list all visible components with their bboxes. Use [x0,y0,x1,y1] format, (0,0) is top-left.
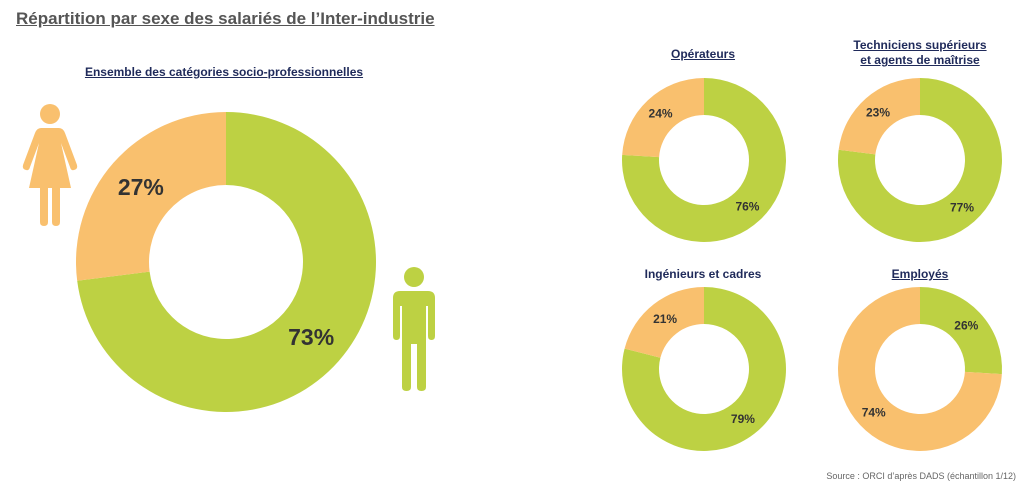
donut-label-0: 76% [735,199,759,213]
donut-label-0: 26% [954,319,978,333]
chart-title-ensemble-text: Ensemble des catégories socio-profession… [84,65,364,79]
page-title: Répartition par sexe des salariés de l’I… [16,9,435,28]
chart-title-techniciens-line1: Techniciens supérieurs [853,38,987,52]
donut-label-1: 27% [118,174,164,200]
donut-slice-0 [622,78,786,243]
woman-figure-icon [22,104,78,226]
donut-label-1: 74% [862,405,886,419]
chart-title-ingenieurs: Ingénieurs et cadres [603,267,803,282]
donut-slice-0 [622,287,787,451]
donut-slice-1 [838,77,920,155]
chart-title-employes-text: Employés [891,267,949,281]
donut-slice-0 [838,78,1002,242]
chart-title-operateurs: Opérateurs [613,47,793,62]
chart-title-techniciens-line2: et agents de maîtrise [860,53,980,67]
donut-label-0: 73% [288,324,334,350]
chart-title-techniciens: Techniciens supérieurs et agents de maît… [825,38,1015,68]
chart-title-ensemble: Ensemble des catégories socio-profession… [40,65,408,80]
donut-slice-0 [920,287,1003,375]
donut-slice-1 [624,287,704,358]
donut-label-1: 21% [653,312,677,326]
donut-label-1: 24% [649,107,673,121]
donut-label-1: 23% [866,105,890,119]
donut-slice-0 [77,112,376,413]
man-figure-icon [393,267,435,391]
chart-title-ingenieurs-text: Ingénieurs et cadres [644,267,762,281]
donut-label-0: 79% [731,412,755,426]
source-note: Source : ORCI d’après DADS (échantillon … [826,471,1016,481]
chart-title-operateurs-text: Opérateurs [670,47,736,61]
chart-title-employes: Employés [830,267,1010,282]
donut-slice-1 [622,78,704,158]
donut-label-0: 77% [950,201,974,215]
donut-slice-1 [838,287,1002,451]
donut-slice-1 [75,112,226,281]
